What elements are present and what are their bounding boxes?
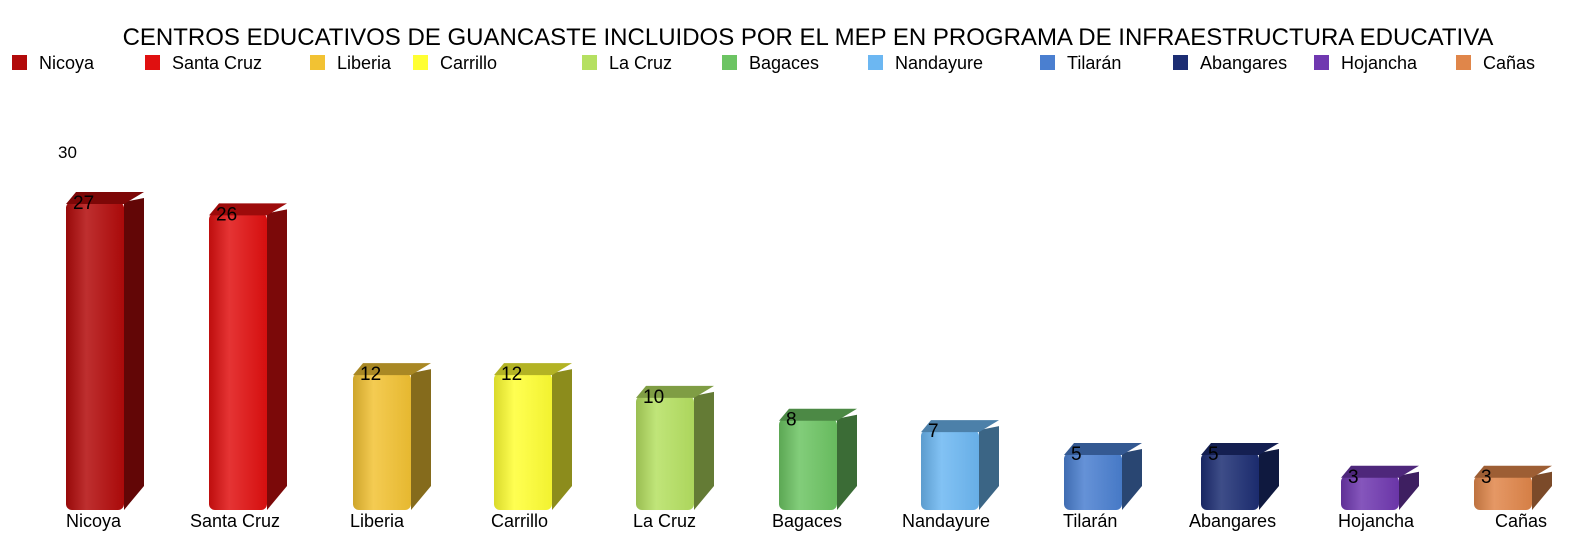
- legend-entry-label: Cañas: [1483, 53, 1535, 73]
- category-tick-label: Abangares: [1189, 511, 1276, 531]
- bar-top-face: [353, 363, 431, 376]
- bar-tilarán: 5: [1064, 442, 1142, 510]
- category-tick-label: Bagaces: [772, 511, 842, 531]
- bar-nandayure: 7: [921, 420, 999, 510]
- legend-swatch: [145, 55, 160, 70]
- category-tick-label: Santa Cruz: [190, 511, 280, 531]
- legend-entry-label: Bagaces: [749, 53, 819, 73]
- category-tick-label: Cañas: [1495, 511, 1547, 531]
- bar-side-face: [411, 369, 431, 510]
- bar-value-label: 3: [1348, 467, 1359, 488]
- category-tick-label: Hojancha: [1338, 511, 1415, 531]
- legend-entry-label: Abangares: [1200, 53, 1287, 73]
- bar-front-face: [921, 430, 979, 510]
- bar-front-face: [1341, 475, 1399, 510]
- bar-front-face: [1474, 475, 1532, 510]
- legend-entry-label: Santa Cruz: [172, 53, 262, 73]
- bar-side-face: [837, 414, 857, 510]
- bar-top-face: [636, 385, 714, 398]
- category-tick-label: Nicoya: [66, 511, 122, 531]
- bar-value-label: 10: [643, 387, 664, 408]
- legend-swatch: [12, 55, 27, 70]
- legend-entry-label: La Cruz: [609, 53, 672, 73]
- bar-front-face: [636, 395, 694, 510]
- bar-liberia: 12: [353, 363, 431, 510]
- legend-entry-label: Tilarán: [1067, 53, 1121, 73]
- bar-side-face: [1259, 448, 1279, 510]
- bar-top-face: [1064, 442, 1142, 455]
- y-axis-tick-label: 30: [58, 143, 77, 162]
- bar-top-face: [209, 203, 287, 216]
- bar-top-face: [921, 420, 999, 433]
- legend-swatch: [1456, 55, 1471, 70]
- bar-side-face: [979, 426, 999, 510]
- bar-side-face: [1399, 471, 1419, 510]
- legend-entry-label: Liberia: [337, 53, 392, 73]
- bar-top-face: [779, 408, 857, 421]
- bar-side-face: [267, 209, 287, 510]
- legend-swatch: [310, 55, 325, 70]
- bar-front-face: [209, 213, 267, 510]
- legend-swatch: [722, 55, 737, 70]
- bar-front-face: [1201, 452, 1259, 510]
- legend-swatch: [1173, 55, 1188, 70]
- bar-top-face: [1201, 442, 1279, 455]
- bar-top-face: [66, 192, 144, 204]
- bar-front-face: [66, 202, 124, 510]
- category-axis: Nicoya Santa Cruz Liberia Carrillo La Cruz Ba…: [66, 511, 1547, 531]
- bar-santa-cruz: 26: [209, 203, 287, 510]
- bar-bagaces: 8: [779, 408, 857, 510]
- bar-top-face: [1341, 465, 1419, 478]
- legend-swatch: [1314, 55, 1329, 70]
- bar-side-face: [1122, 448, 1142, 510]
- bar-value-label: 7: [928, 421, 939, 442]
- legend-swatch: [582, 55, 597, 70]
- bar-series: 27 26 12 12 10 8 7 5 5 3 3: [66, 192, 1552, 510]
- bar-value-label: 5: [1208, 444, 1219, 465]
- bar-value-label: 5: [1071, 444, 1082, 465]
- category-tick-label: Liberia: [350, 511, 405, 531]
- bar-value-label: 3: [1481, 467, 1492, 488]
- bar-cañas: 3: [1474, 465, 1552, 510]
- legend-entry-label: Hojancha: [1341, 53, 1418, 73]
- legend-swatch: [413, 55, 428, 70]
- bar-side-face: [694, 391, 714, 510]
- bar-front-face: [353, 373, 411, 510]
- bar-side-face: [1532, 471, 1552, 510]
- bar-top-face: [1474, 465, 1552, 478]
- bar-top-face: [494, 363, 572, 376]
- legend-entry-label: Carrillo: [440, 53, 497, 73]
- category-tick-label: Nandayure: [902, 511, 990, 531]
- bar-front-face: [1064, 452, 1122, 510]
- bar-carrillo: 12: [494, 363, 572, 510]
- legend-swatch: [868, 55, 883, 70]
- bar-value-label: 12: [360, 364, 381, 385]
- legend-entry-label: Nandayure: [895, 53, 983, 73]
- bar-front-face: [494, 373, 552, 510]
- legend-swatch: [1040, 55, 1055, 70]
- bar-hojancha: 3: [1341, 465, 1419, 510]
- bar-la-cruz: 10: [636, 385, 714, 510]
- bar-value-label: 27: [73, 193, 94, 214]
- bar-value-label: 12: [501, 364, 522, 385]
- chart-legend: Nicoya Santa Cruz Liberia Carrillo La Cruz Ba…: [12, 53, 1535, 73]
- category-tick-label: La Cruz: [633, 511, 696, 531]
- legend-entry-label: Nicoya: [39, 53, 95, 73]
- chart-title: CENTROS EDUCATIVOS DE GUANCASTE INCLUIDO…: [123, 24, 1494, 51]
- bar-value-label: 8: [786, 410, 797, 431]
- bar-side-face: [124, 198, 144, 510]
- bar-nicoya: 27: [66, 192, 144, 510]
- bar-side-face: [552, 369, 572, 510]
- bar-front-face: [779, 418, 837, 510]
- category-tick-label: Tilarán: [1063, 511, 1117, 531]
- category-tick-label: Carrillo: [491, 511, 548, 531]
- bar-value-label: 26: [216, 204, 237, 225]
- bar-abangares: 5: [1201, 442, 1279, 510]
